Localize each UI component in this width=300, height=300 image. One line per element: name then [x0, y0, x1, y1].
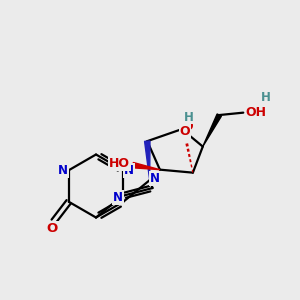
Text: O: O	[182, 120, 193, 133]
Text: N: N	[113, 191, 123, 204]
Polygon shape	[203, 114, 221, 146]
Text: H: H	[261, 91, 271, 104]
Polygon shape	[132, 163, 160, 170]
Text: N: N	[58, 164, 68, 177]
Text: O: O	[46, 222, 58, 235]
Text: N: N	[150, 172, 160, 185]
Text: OH: OH	[245, 106, 266, 118]
Text: HO: HO	[109, 157, 130, 170]
Text: O: O	[179, 125, 190, 138]
Polygon shape	[145, 141, 150, 180]
Text: H: H	[184, 111, 194, 124]
Text: N: N	[124, 164, 134, 177]
